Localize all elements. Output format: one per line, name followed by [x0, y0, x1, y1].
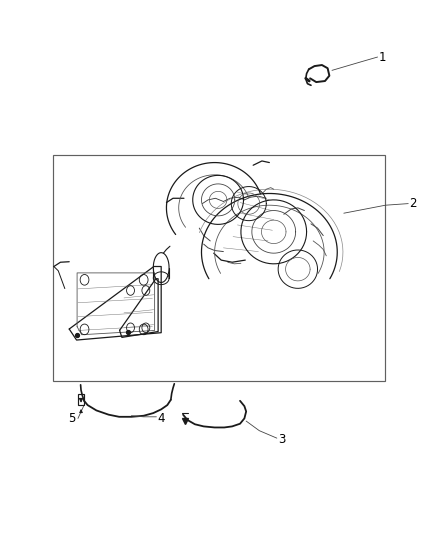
- Text: 3: 3: [278, 433, 286, 446]
- Bar: [53, 155, 385, 381]
- Text: 2: 2: [410, 197, 417, 210]
- Text: 5: 5: [68, 412, 75, 425]
- Text: 4: 4: [158, 412, 165, 425]
- Bar: [78, 394, 84, 405]
- Text: 1: 1: [379, 51, 386, 63]
